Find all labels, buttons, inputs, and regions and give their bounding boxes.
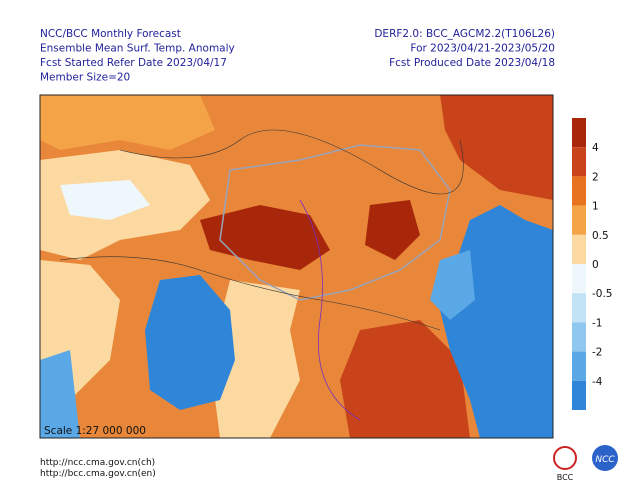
header-line: For 2023/04/21-2023/05/20 [410,43,555,55]
logo-label: BCC [557,473,574,482]
colorbar-box [572,118,586,148]
colorbar-box [572,176,586,206]
sea-region [40,350,80,438]
sea-region [145,275,235,410]
logos: BCC NCC [553,445,618,482]
colorbar: 4 2 1 0.5 0 -0.5 -1 -2 -4 [572,118,613,410]
colorbar-label: -1 [592,317,602,329]
header-line: Member Size=20 [40,72,130,84]
colorbar-box [572,351,586,381]
logo-label: NCC [595,455,615,465]
colorbar-box [572,205,586,235]
colorbar-label: 0 [592,259,599,271]
anomaly-region [200,205,330,270]
anomaly-region [440,95,553,200]
header-line: DERF2.0: BCC_AGCM2.2(T106L26) [374,28,555,40]
anomaly-region [365,200,420,260]
colorbar-label: -0.5 [592,288,613,300]
header-line: Fcst Started Refer Date 2023/04/17 [40,57,227,69]
ncc-logo [592,445,618,471]
footer-links: http://ncc.cma.gov.cn(ch)http://bcc.cma.… [40,458,156,479]
footer-link: http://bcc.cma.gov.cn(en) [40,469,156,479]
colorbar-label: -2 [592,347,602,359]
contour [59,256,441,331]
colorbar-label: 4 [592,142,599,154]
bcc-logo [553,446,577,470]
river [299,199,361,421]
sea-region [430,250,475,320]
header-line: NCC/BCC Monthly Forecast [40,28,181,40]
header-left: NCC/BCC Monthly Forecast Ensemble Mean Su… [40,28,235,84]
anomaly-region [60,180,150,220]
colorbar-box [572,147,586,177]
map-scale: Scale 1:27 000 000 [44,425,146,437]
colorbar-box [572,322,586,352]
contour [119,129,464,195]
country-border [219,144,451,301]
map: Scale 1:27 000 000 [39,94,554,439]
footer-link: http://ncc.cma.gov.cn(ch) [40,458,155,468]
header-right: DERF2.0: BCC_AGCM2.2(T106L26) For 2023/04… [374,28,555,69]
colorbar-label: -4 [592,376,603,388]
colorbar-box [572,380,586,410]
header-line: Fcst Produced Date 2023/04/18 [389,57,555,69]
colorbar-label: 0.5 [592,230,609,242]
colorbar-box [572,234,586,264]
colorbar-box [572,293,586,323]
colorbar-label: 2 [592,171,599,183]
anomaly-region [210,280,300,438]
anomaly-region [40,95,215,150]
header-line: Ensemble Mean Surf. Temp. Anomaly [40,43,235,55]
colorbar-box [572,264,586,294]
colorbar-label: 1 [592,201,599,213]
map-frame [39,94,554,439]
anomaly-region [340,320,470,438]
